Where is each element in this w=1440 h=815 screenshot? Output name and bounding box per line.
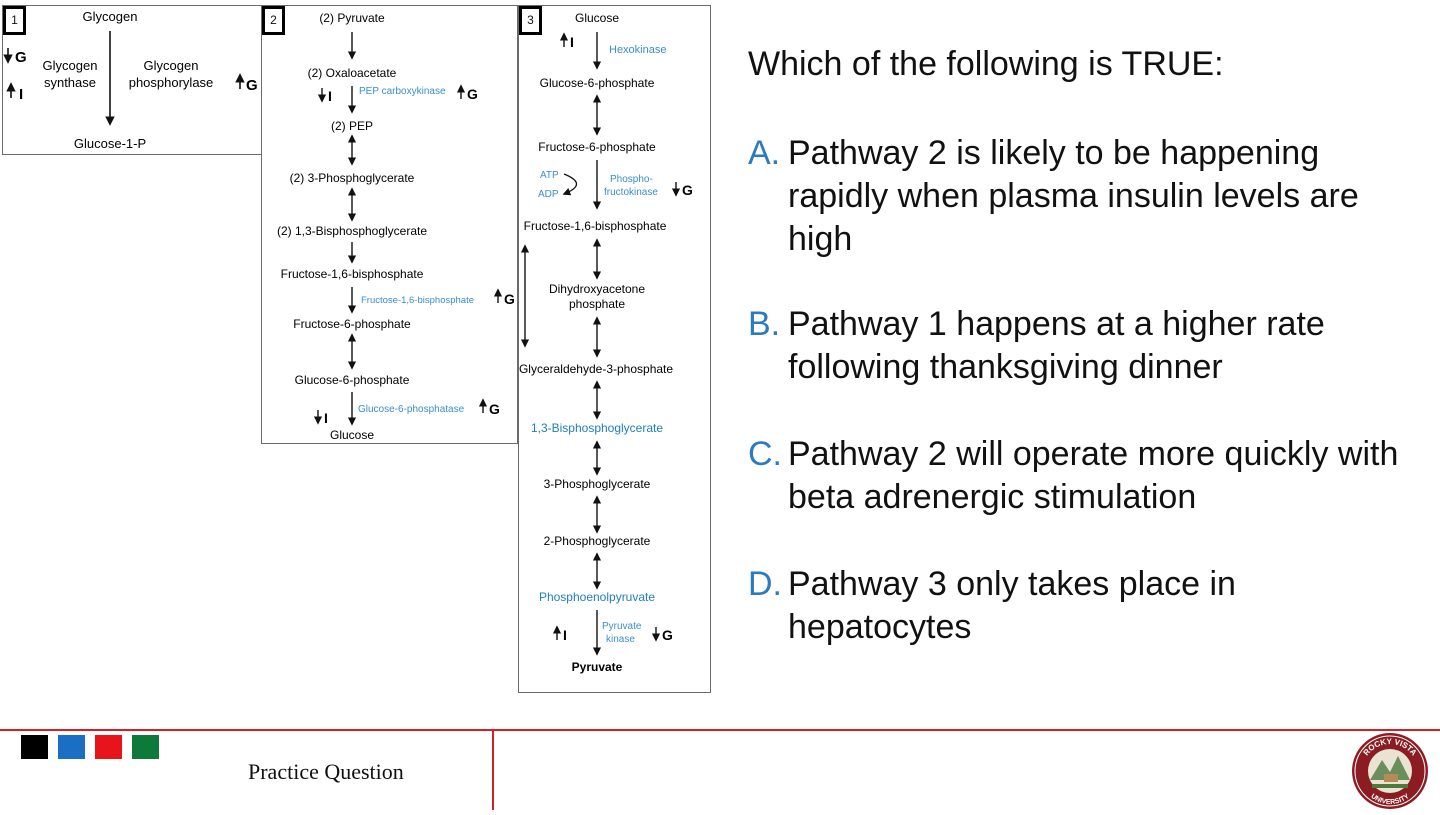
- atp-label: ATP: [540, 170, 559, 181]
- metabolite-label: (2) 3-Phosphoglycerate: [290, 171, 415, 185]
- glucagon-symbol: G: [504, 291, 515, 307]
- pathway-1-panel: Glycogen Glucose-1-P Glycogen synthase G…: [2, 5, 262, 155]
- metabolite-label: Glucose: [330, 428, 374, 442]
- answer-option-c[interactable]: C. Pathway 2 will operate more quickly w…: [748, 433, 1408, 519]
- metabolite-label: 1,3-Bisphosphoglycerate: [531, 421, 663, 435]
- glucagon-symbol: G: [489, 401, 500, 417]
- metabolite-label: Phosphoenolpyruvate: [539, 590, 655, 604]
- adp-label: ADP: [538, 189, 559, 200]
- pathway-1-diagram: Glycogen Glucose-1-P Glycogen synthase G…: [3, 9, 258, 151]
- enzyme-label: Pyruvate: [602, 621, 642, 632]
- footer-vertical-divider: [492, 729, 494, 810]
- metabolite-label: 2-Phosphoglycerate: [544, 534, 651, 548]
- metabolite-label: phosphate: [569, 297, 625, 311]
- color-square-blue: [58, 735, 85, 759]
- glucagon-symbol: G: [682, 182, 693, 198]
- glycogen-phosphorylase-label-1: Glycogen: [144, 58, 199, 73]
- answer-option-d[interactable]: D. Pathway 3 only takes place in hepatoc…: [748, 563, 1408, 649]
- option-letter: D.: [748, 565, 782, 603]
- glycogen-label: Glycogen: [83, 9, 138, 24]
- metabolite-label: (2) Oxaloacetate: [308, 66, 397, 80]
- university-logo: ROCKY VISTA UNIVERSITY: [1350, 732, 1430, 810]
- metabolite-label: (2) Pyruvate: [319, 11, 385, 25]
- footer-title: Practice Question: [248, 759, 404, 784]
- glycogen-synthase-label-2: synthase: [44, 75, 96, 90]
- pathway-3-panel: Glucose Hexokinase I Glucose-6-phosphate…: [518, 5, 711, 693]
- option-text: Pathway 3 only takes place in hepatocyte…: [788, 565, 1236, 646]
- enzyme-label: Glucose-6-phosphatase: [358, 404, 465, 415]
- option-text: Pathway 2 will operate more quickly with…: [788, 435, 1399, 516]
- option-letter: C.: [748, 435, 782, 473]
- glycogen-phosphorylase-label-2: phosphorylase: [129, 75, 214, 90]
- footer-divider: [0, 729, 1440, 731]
- color-square-red: [95, 735, 122, 759]
- option-text: Pathway 1 happens at a higher rate follo…: [788, 305, 1325, 386]
- metabolite-label: Pyruvate: [572, 660, 623, 674]
- metabolite-label: Fructose-6-phosphate: [538, 140, 656, 154]
- insulin-symbol: I: [570, 34, 574, 50]
- metabolite-label: Fructose-1,6-bisphosphate: [281, 267, 424, 281]
- metabolite-label: Fructose-1,6-bisphosphate: [524, 219, 667, 233]
- enzyme-label: kinase: [606, 634, 635, 645]
- insulin-symbol: I: [328, 88, 332, 104]
- question-stem: Which of the following is TRUE:: [748, 45, 1224, 83]
- insulin-symbol: I: [563, 627, 567, 643]
- enzyme-label: Fructose-1,6-bisphosphate: [361, 295, 474, 306]
- option-letter: B.: [748, 305, 781, 343]
- option-text: Pathway 2 is likely to be happening rapi…: [788, 134, 1359, 258]
- pathway-3-number: 3: [519, 6, 542, 35]
- color-square-green: [132, 735, 159, 759]
- pathway-1-number: 1: [3, 6, 26, 35]
- enzyme-label: PEP carboxykinase: [359, 86, 446, 97]
- pathway-3-diagram: Glucose Hexokinase I Glucose-6-phosphate…: [519, 11, 693, 674]
- answer-option-b[interactable]: B. Pathway 1 happens at a higher rate fo…: [748, 303, 1408, 389]
- metabolite-label: Glucose-6-phosphate: [295, 373, 410, 387]
- glucagon-symbol: G: [15, 49, 27, 66]
- enzyme-label: Phospho-: [610, 174, 653, 185]
- glucagon-symbol: G: [246, 77, 258, 94]
- glucagon-symbol: G: [467, 86, 478, 102]
- glucose-1-p-label: Glucose-1-P: [74, 136, 146, 151]
- metabolite-label: Dihydroxyacetone: [549, 282, 645, 296]
- atp-adp-arrow: [562, 173, 578, 196]
- answer-option-a[interactable]: A. Pathway 2 is likely to be happening r…: [748, 132, 1408, 261]
- pathway-2-panel: (2) Pyruvate (2) Oxaloacetate PEP carbox…: [261, 5, 518, 444]
- enzyme-label: fructokinase: [604, 187, 658, 198]
- pathway-2-number: 2: [262, 6, 285, 35]
- metabolite-label: Glucose: [575, 11, 619, 25]
- option-letter: A.: [748, 134, 781, 172]
- metabolite-label: (2) 1,3-Bisphosphoglycerate: [277, 224, 427, 238]
- color-square-black: [21, 735, 48, 759]
- insulin-symbol: I: [324, 410, 328, 426]
- pathway-2-diagram: (2) Pyruvate (2) Oxaloacetate PEP carbox…: [277, 11, 515, 442]
- metabolite-label: 3-Phosphoglycerate: [544, 477, 651, 491]
- insulin-symbol: I: [19, 86, 23, 103]
- enzyme-label: Hexokinase: [609, 44, 666, 56]
- metabolite-label: Fructose-6-phosphate: [293, 317, 411, 331]
- metabolite-label: Glyceraldehyde-3-phosphate: [519, 362, 673, 376]
- metabolite-label: (2) PEP: [331, 119, 373, 133]
- metabolite-label: Glucose-6-phosphate: [540, 76, 655, 90]
- glycogen-synthase-label-1: Glycogen: [43, 58, 98, 73]
- glucagon-symbol: G: [662, 627, 673, 643]
